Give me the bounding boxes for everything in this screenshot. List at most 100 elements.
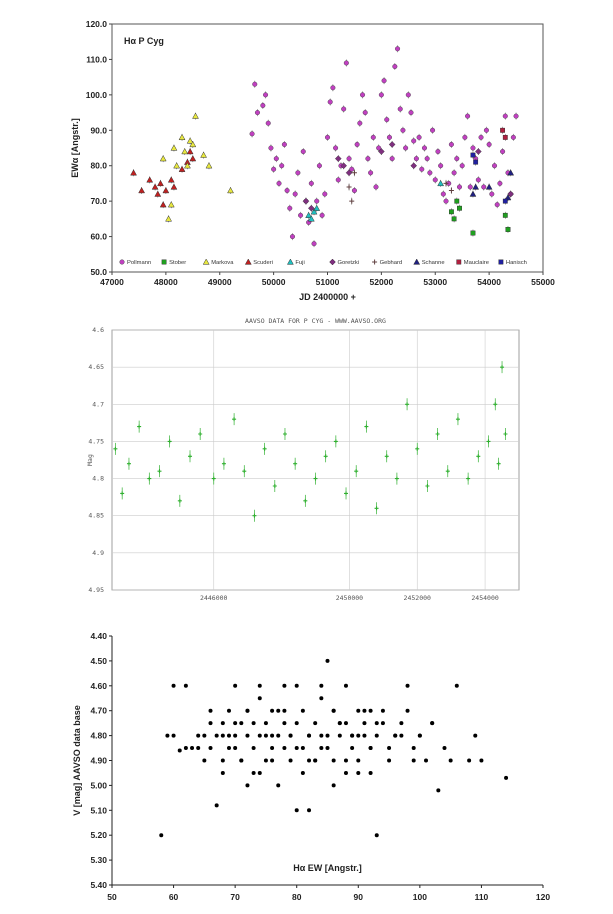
data-point [220,770,225,775]
data-point [389,156,395,162]
data-point [500,127,505,133]
legend-marker [161,259,167,265]
data-point [486,439,491,444]
data-point [257,683,262,688]
data-point [276,783,281,788]
data-point [343,770,348,775]
data-point [319,683,324,688]
x-tick-label: 49000 [208,277,232,287]
data-point [282,746,287,751]
data-point [486,141,492,147]
data-point [354,469,359,474]
data-point [393,733,398,738]
data-point [242,469,247,474]
data-point [362,733,367,738]
legend-entry: Stober [169,260,186,266]
data-point [443,180,449,186]
data-point [400,127,406,133]
legend-marker [456,259,462,265]
data-point [313,721,318,726]
data-point [403,145,409,151]
data-point [308,180,314,186]
data-point [263,758,268,763]
data-point [177,498,182,503]
data-point [233,733,238,738]
y-tick-label: 4.90 [90,756,107,766]
data-point [346,184,352,190]
data-point [233,683,238,688]
data-point [504,194,512,201]
chart-title: AAVSO DATA FOR P CYG - WWW.AAVSO.ORG [245,317,386,325]
y-tick-label: 4.40 [90,631,107,641]
data-point [294,808,299,813]
data-point [208,746,213,751]
data-point [170,144,178,151]
data-point [159,833,164,838]
data-point [415,446,420,451]
x-tick-label: 53000 [423,277,447,287]
data-point [384,117,390,123]
data-point [505,227,511,232]
legend-entry: Gebhard [380,260,403,266]
data-point [405,92,411,98]
data-point [356,733,361,738]
data-point [504,775,509,780]
data-point [263,721,268,726]
data-point [386,134,392,140]
data-point [276,180,282,186]
data-point [494,202,500,208]
data-point [221,461,226,466]
data-point [337,721,342,726]
data-point [167,439,172,444]
data-point [233,746,238,751]
y-tick-label: 60.0 [90,232,107,242]
data-point [438,163,444,169]
data-point [456,184,462,190]
data-point [497,180,503,186]
data-point [192,112,199,119]
data-point [448,141,454,147]
data-point [442,746,447,751]
data-point [263,92,269,98]
data-point [331,758,336,763]
data-point [349,198,355,204]
data-point [157,469,162,474]
data-point [380,721,385,726]
data-point [430,127,436,133]
data-point [313,758,318,763]
data-point [281,141,287,147]
data-point [424,156,430,162]
data-point [252,513,257,518]
x-tick-label: 51000 [316,277,340,287]
data-point [327,99,333,105]
data-point [323,454,328,459]
data-point [307,808,312,813]
data-point [146,176,154,183]
legend-marker [244,258,252,265]
data-point [489,191,495,197]
y-axis-label: V [mag] AAVSO data base [72,705,82,816]
y-tick-label: 5.40 [90,880,107,890]
data-point [362,110,368,116]
y-axis-label: Mag [86,454,94,466]
data-point [273,156,279,162]
data-point [220,733,225,738]
data-point [171,733,176,738]
y-tick-label: 4.9 [92,549,104,557]
data-point [425,484,430,488]
data-point [138,186,146,194]
x-tick-label: 60 [169,892,179,902]
data-point [322,191,328,197]
data-point [343,683,348,688]
x-tick-label: 90 [354,892,364,902]
data-point [333,439,338,444]
y-tick-label: 4.6 [92,326,104,334]
data-point [276,733,281,738]
y-tick-label: 5.30 [90,855,107,865]
data-point [350,746,355,751]
x-tick-label: 100 [413,892,427,902]
legend-entry: Mauclaire [464,260,489,266]
data-point [470,230,476,236]
y-tick-label: 4.80 [90,731,107,741]
legend-entry: Hanisch [506,260,527,266]
